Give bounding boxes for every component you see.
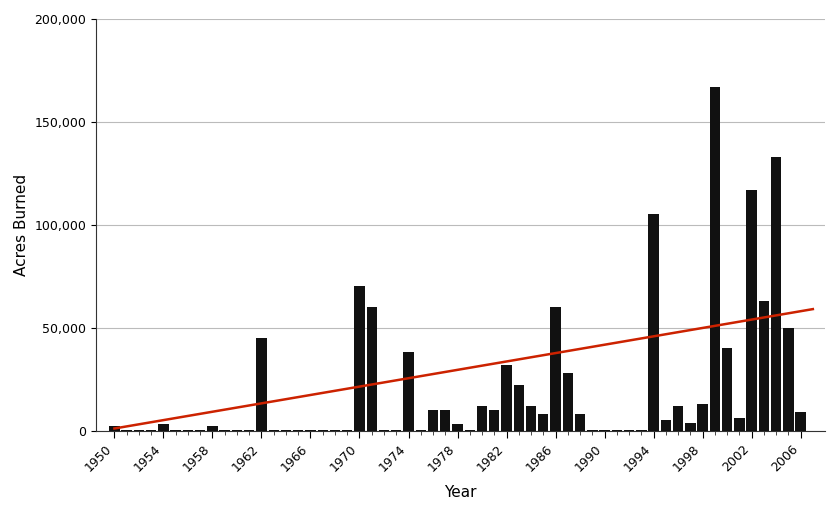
Bar [783,327,794,431]
Bar [697,404,708,431]
Bar [795,412,805,431]
Bar [122,430,132,431]
Bar [404,352,414,431]
Bar [526,406,536,431]
Bar [734,418,744,431]
Bar [722,348,732,431]
Bar [354,286,365,431]
Bar [489,410,499,431]
Bar [109,427,120,431]
Bar [575,414,586,431]
Bar [685,424,696,431]
Y-axis label: Acres Burned: Acres Burned [14,174,29,276]
Bar [771,157,781,431]
Bar [342,430,352,431]
Bar [636,430,647,431]
Bar [563,373,573,431]
Bar [747,190,757,431]
Bar [183,430,193,431]
Bar [587,430,597,431]
Bar [244,430,254,431]
Bar [367,307,377,431]
Bar [293,430,304,431]
Bar [673,406,683,431]
Bar [477,406,487,431]
Bar [465,430,475,431]
Bar [220,430,230,431]
Bar [440,410,451,431]
Bar [133,430,144,431]
Bar [758,301,769,431]
Bar [195,430,206,431]
Bar [599,430,610,431]
Bar [330,430,340,431]
Bar [159,425,169,431]
Bar [710,87,720,431]
Bar [268,430,279,431]
Bar [513,386,524,431]
Bar [502,365,512,431]
Bar [428,410,438,431]
Bar [317,430,328,431]
Bar [281,430,291,431]
Bar [232,430,242,431]
Bar [207,427,217,431]
Bar [612,430,622,431]
Bar [391,430,401,431]
Bar [415,430,426,431]
Bar [305,430,315,431]
Bar [624,430,634,431]
Bar [170,430,181,431]
Bar [146,430,156,431]
Bar [452,425,463,431]
Bar [660,420,671,431]
X-axis label: Year: Year [445,485,477,500]
Bar [649,214,659,431]
Bar [256,338,267,431]
Bar [550,307,560,431]
Bar [538,414,549,431]
Bar [378,430,389,431]
